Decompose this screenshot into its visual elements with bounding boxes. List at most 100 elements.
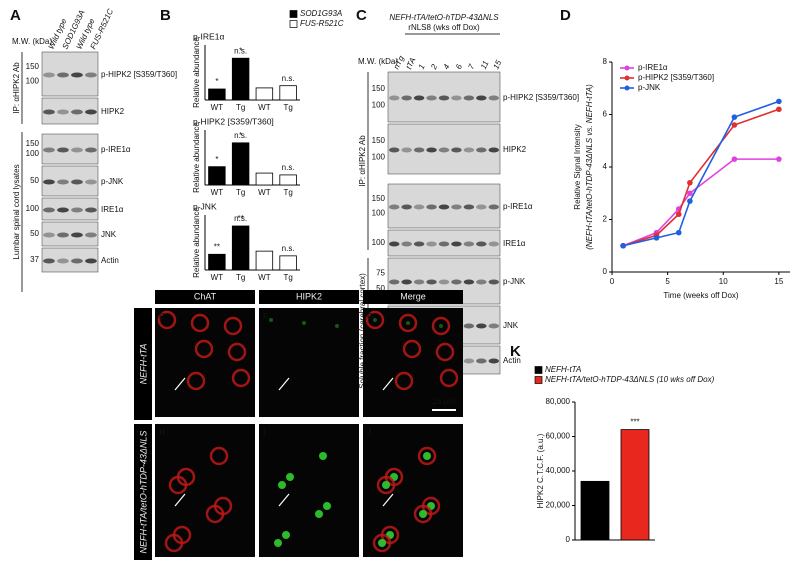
y-tick-label: 20,000 bbox=[546, 501, 571, 510]
nucleus bbox=[373, 318, 377, 322]
arrow bbox=[174, 493, 186, 507]
label: n.s. bbox=[234, 131, 247, 140]
blot-band bbox=[463, 279, 475, 285]
label: ** bbox=[214, 242, 220, 251]
blot-band bbox=[476, 279, 487, 285]
label: Tg bbox=[283, 188, 292, 197]
blot-band bbox=[413, 279, 425, 285]
cell bbox=[164, 533, 184, 553]
label: NEFH-tTA/tetO-hTDP-43ΔNLS (10 wks off Do… bbox=[545, 375, 715, 384]
series-line bbox=[622, 158, 779, 247]
label: 0 bbox=[610, 277, 615, 286]
y-tick-label: 80,000 bbox=[546, 397, 571, 406]
label: n.s. bbox=[282, 163, 295, 172]
band-label: JNK bbox=[101, 230, 117, 239]
blot-band bbox=[426, 95, 437, 101]
bar bbox=[255, 250, 274, 271]
label: n.s. bbox=[234, 214, 247, 223]
blot-band bbox=[388, 279, 400, 285]
blot-band bbox=[43, 207, 55, 213]
bar bbox=[620, 429, 650, 541]
label: n.s. bbox=[234, 46, 247, 55]
nucleus bbox=[419, 510, 427, 518]
label: J bbox=[367, 428, 371, 437]
cell bbox=[431, 316, 451, 336]
series-line bbox=[622, 108, 780, 247]
nucleus bbox=[274, 539, 282, 547]
blot-band bbox=[71, 72, 83, 78]
cell bbox=[157, 310, 177, 330]
blot-band bbox=[401, 95, 412, 101]
blot-band bbox=[426, 279, 437, 285]
mw-label: 100 bbox=[372, 208, 386, 217]
blot-strip bbox=[41, 221, 99, 247]
blot-band bbox=[85, 109, 97, 115]
bar bbox=[255, 87, 274, 101]
blot-band bbox=[401, 204, 412, 210]
label: NEFH-tTA/tetO-hTDP-43ΔNLS bbox=[138, 431, 148, 554]
legend-marker bbox=[624, 85, 630, 91]
blot-band bbox=[71, 258, 83, 264]
label: * bbox=[239, 131, 242, 140]
bar bbox=[279, 255, 297, 271]
legend-marker bbox=[624, 75, 630, 81]
band-label: p-HIPK2 [S359/T360] bbox=[503, 93, 579, 102]
lane-label: 6 bbox=[454, 62, 464, 70]
label: WT bbox=[258, 103, 271, 112]
blot-band bbox=[57, 179, 69, 185]
lane-label: 1 bbox=[417, 63, 427, 71]
blot-band bbox=[488, 204, 500, 210]
nucleus bbox=[286, 473, 294, 481]
cell bbox=[402, 339, 422, 359]
label: 5 bbox=[665, 277, 670, 286]
cell bbox=[209, 446, 229, 466]
blot-band bbox=[43, 109, 55, 115]
series-line bbox=[622, 100, 780, 247]
label: n.s. bbox=[282, 74, 295, 83]
nucleus bbox=[406, 321, 410, 325]
blot-band bbox=[476, 323, 487, 329]
y-tick-label: 40,000 bbox=[546, 466, 571, 475]
point bbox=[653, 235, 660, 241]
blot-band bbox=[438, 95, 450, 101]
label: NEFH-tTA bbox=[138, 344, 148, 385]
point bbox=[776, 98, 782, 105]
band-label: IRE1α bbox=[101, 205, 124, 214]
point bbox=[675, 211, 682, 218]
y-tick-label: 2 bbox=[603, 215, 608, 224]
band-label: p-JNK bbox=[503, 277, 526, 286]
point bbox=[776, 156, 782, 162]
blot-band bbox=[85, 207, 97, 213]
band-label: HIPK2 bbox=[503, 145, 527, 154]
label: p-IRE1α bbox=[193, 31, 224, 41]
label: WT bbox=[258, 273, 271, 282]
blot-band bbox=[43, 258, 55, 264]
header-bg bbox=[363, 290, 463, 304]
label: B bbox=[160, 7, 171, 24]
blot-band bbox=[476, 204, 487, 210]
lane-label: 2 bbox=[429, 62, 440, 71]
cell bbox=[413, 504, 433, 524]
mw-label: 50 bbox=[376, 284, 385, 293]
label: (NEFH-tTA/tetO-hTDP-43ΔNLS vs. NEFH-tTA) bbox=[585, 84, 594, 250]
cell bbox=[417, 446, 437, 466]
cell bbox=[398, 313, 418, 333]
blot-band bbox=[85, 72, 97, 78]
blot-band bbox=[43, 179, 55, 185]
label: FUS-R521C bbox=[300, 19, 344, 28]
point bbox=[776, 106, 782, 113]
blot-band bbox=[426, 204, 437, 210]
label: WT bbox=[211, 188, 224, 197]
label: M.W. (kDa) bbox=[358, 57, 398, 66]
cell bbox=[439, 368, 459, 388]
bar bbox=[231, 57, 250, 101]
point bbox=[731, 122, 738, 128]
label: C bbox=[356, 7, 367, 24]
y-tick-label: 0 bbox=[603, 267, 608, 276]
y-tick-label: 0 bbox=[566, 535, 571, 544]
arrow bbox=[278, 377, 290, 391]
blot-band bbox=[401, 147, 412, 153]
label: Relative Signal Intensity bbox=[573, 124, 582, 209]
blot-band bbox=[451, 95, 462, 101]
